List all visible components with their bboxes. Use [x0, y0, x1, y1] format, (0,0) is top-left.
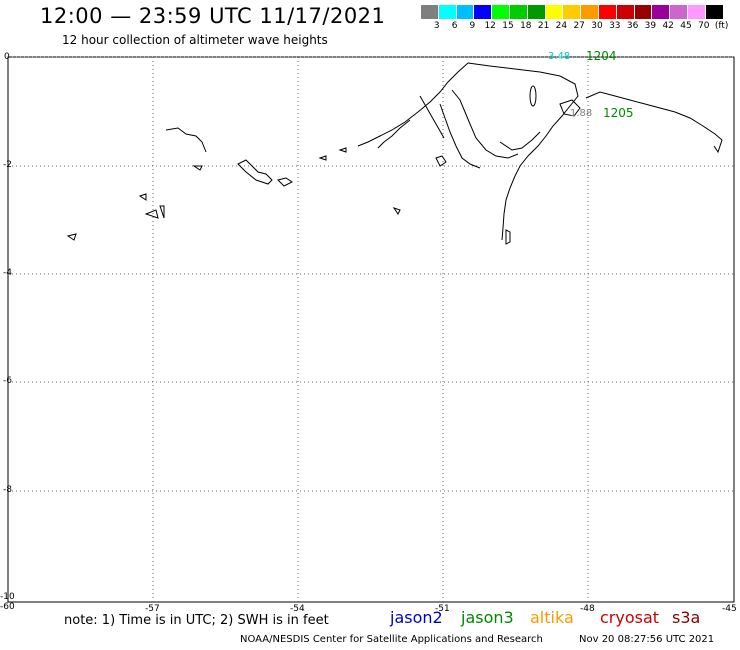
island-w3	[277, 177, 293, 187]
scale-label: 24	[555, 21, 568, 31]
map-title: 12:00 — 23:59 UTC 11/17/2021	[40, 4, 386, 28]
island-w2	[237, 159, 273, 185]
scale-swatch	[421, 5, 439, 19]
scale-swatch	[492, 5, 510, 19]
x-tick-m45: -45	[722, 604, 737, 614]
island-w1	[165, 127, 207, 153]
y-tick-m8: -8	[3, 485, 12, 495]
scale-swatch	[438, 5, 457, 19]
note-text: note: 1) Time is in UTC; 2) SWH is in fe…	[64, 613, 329, 628]
island-w11	[392, 207, 401, 215]
y-tick-m10: -10	[0, 592, 15, 602]
x-tick-m48: -48	[580, 604, 595, 614]
island-east	[559, 99, 581, 117]
scale-swatch	[456, 5, 475, 19]
x-tick-m51: -51	[435, 604, 450, 614]
track-1205-id: 1205	[603, 106, 634, 120]
island-w4	[138, 193, 147, 201]
scale-swatch	[616, 5, 635, 19]
scale-label: 33	[609, 21, 621, 31]
coast-north	[357, 62, 469, 147]
y-tick-0: 0	[4, 52, 10, 62]
scale-swatch	[634, 5, 653, 19]
western-islands	[66, 127, 401, 241]
graticule	[8, 56, 734, 602]
wave-height-color-scale: 3 6 9 12 15 18 21 24 27 30 33 36 39 42 45 70 (ft)	[421, 5, 740, 31]
legend-s3a: s3a	[672, 608, 701, 627]
scale-swatch	[581, 5, 599, 19]
coast-east	[467, 62, 579, 241]
scale-label: 45	[680, 21, 692, 31]
scale-label: (ft)	[714, 21, 729, 31]
legend-jason2: jason2	[390, 608, 443, 627]
credit-text: NOAA/NESDIS Center for Satellite Applica…	[240, 634, 543, 645]
scale-swatch	[563, 5, 582, 19]
scale-label: 15	[502, 21, 514, 31]
y-tick-m2: -2	[3, 160, 12, 170]
scale-label: 3	[433, 21, 440, 31]
track-1205-value: 1.88	[570, 108, 593, 119]
y-tick-m4: -4	[3, 268, 12, 278]
scale-label: 18	[520, 21, 532, 31]
coast-inner	[451, 89, 519, 159]
inner-island	[529, 85, 537, 107]
island-w7	[66, 233, 77, 241]
scale-swatch	[687, 5, 706, 19]
island-w5	[144, 209, 159, 219]
coast-inner-3	[419, 95, 445, 139]
coastline	[357, 62, 581, 245]
scale-label: 21	[537, 21, 550, 31]
legend-jason3: jason3	[461, 608, 514, 627]
x-tick-m54: -54	[290, 604, 305, 614]
scale-swatch	[598, 5, 617, 19]
island-w10	[338, 147, 347, 153]
scale-swatch	[527, 5, 546, 19]
y-tick-m6: -6	[3, 376, 12, 386]
coast-east-strip	[585, 91, 723, 154]
map-frame	[7, 56, 735, 603]
scale-label: 30	[591, 21, 603, 31]
scale-swatch	[652, 5, 671, 19]
scale-label: 42	[662, 21, 674, 31]
track-1204-value: 3.48	[548, 51, 571, 62]
scale-label: 9	[469, 21, 476, 31]
island-south	[505, 229, 511, 245]
scale-swatch	[474, 5, 493, 19]
scale-label: 39	[644, 21, 657, 31]
map-subtitle: 12 hour collection of altimeter wave hei…	[62, 33, 328, 47]
x-tick-m57: -57	[145, 604, 160, 614]
scale-label: 36	[626, 21, 639, 31]
legend-altika: altika	[530, 608, 574, 627]
coast-channel	[377, 119, 411, 149]
island-w9	[318, 155, 327, 161]
scale-label: 27	[573, 21, 585, 31]
scale-swatch	[545, 5, 564, 19]
legend-cryosat: cryosat	[600, 608, 660, 627]
scale-label: 70	[698, 21, 710, 31]
scale-label: 6	[451, 21, 458, 31]
track-1204-id: 1204	[586, 49, 617, 63]
x-tick-m60: -60	[0, 602, 15, 612]
scale-swatch	[509, 5, 528, 19]
island-w6	[159, 205, 165, 219]
scale-swatch	[705, 5, 724, 19]
island-w8	[192, 165, 203, 171]
island-small	[435, 155, 447, 167]
generated-timestamp: Nov 20 08:27:56 UTC 2021	[579, 634, 715, 645]
coast-inner-4	[499, 131, 541, 151]
scale-swatch	[670, 5, 688, 19]
scale-label: 12	[484, 21, 496, 31]
coast-inner-2	[439, 103, 481, 169]
